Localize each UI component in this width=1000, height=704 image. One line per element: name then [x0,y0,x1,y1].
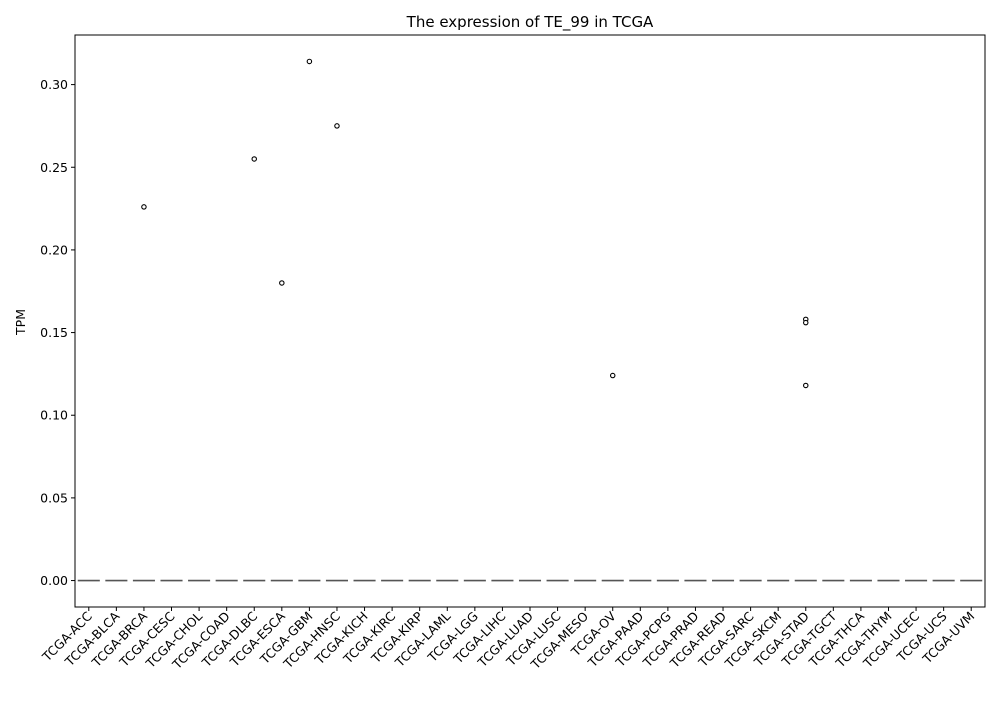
outlier-point [251,156,257,162]
plot-area: 0.000.050.100.150.200.250.30TCGA-ACCTCGA… [39,34,986,673]
chart-title: The expression of TE_99 in TCGA [406,13,654,32]
outlier-point [803,382,809,389]
outlier-point [803,319,809,326]
outlier-point [334,123,340,129]
outlier-point [141,204,147,210]
outlier-point [306,58,313,65]
y-tick-label: 0.15 [40,325,68,340]
outlier-point [279,280,285,286]
y-axis-label: TPM [13,309,28,336]
y-tick-label: 0.10 [40,408,68,423]
y-tick-label: 0.25 [40,160,68,175]
y-tick-label: 0.00 [40,573,68,588]
y-tick-label: 0.30 [40,77,68,92]
plot-frame [74,34,986,608]
outlier-point [609,372,616,379]
y-tick-label: 0.20 [40,242,68,257]
y-tick-label: 0.05 [40,490,68,505]
